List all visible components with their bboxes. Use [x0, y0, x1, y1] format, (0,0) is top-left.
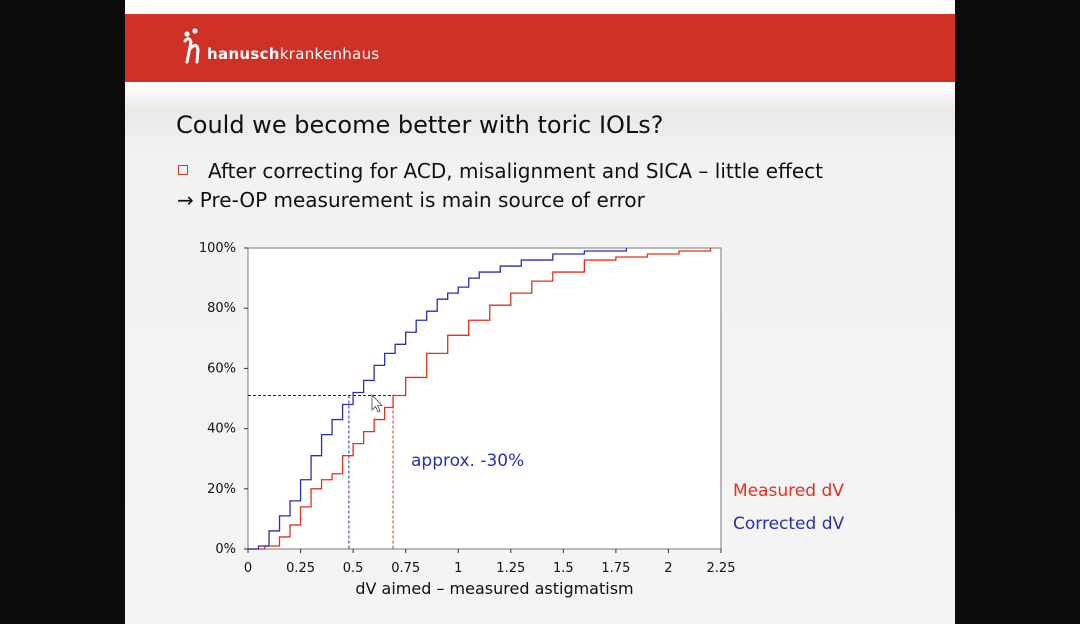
hospital-logo-text: hanuschkrankenhaus [207, 45, 380, 63]
y-tick-label: 60% [207, 361, 236, 376]
bullet-square-icon [178, 165, 188, 175]
series-line-corrected [248, 248, 628, 550]
legend-corrected: Corrected dV [733, 514, 845, 534]
hospital-logo-icon [183, 28, 200, 64]
x-tick-label: 1 [454, 561, 462, 576]
x-tick-label: 0.5 [343, 561, 364, 576]
x-tick-label: 0.25 [286, 561, 315, 576]
x-tick-label: 1.5 [553, 561, 574, 576]
x-tick-label: 1.75 [601, 561, 630, 576]
x-tick-label: 0 [244, 561, 252, 576]
x-axis-label: dV aimed – measured astigmatism [355, 579, 633, 598]
x-tick-label: 1.25 [496, 561, 525, 576]
legend-measured: Measured dV [733, 481, 844, 501]
y-tick-label: 80% [207, 301, 236, 316]
bullet-1-text: After correcting for ACD, misalignment a… [208, 159, 824, 183]
x-tick-label: 0.75 [391, 561, 420, 576]
plot-area [247, 247, 722, 550]
y-tick-label: 100% [199, 241, 236, 256]
x-tick-label: 2.25 [707, 561, 736, 576]
bullet-item-1: After correcting for ACD, misalignment a… [178, 159, 823, 183]
mouse-cursor-icon [371, 394, 383, 413]
y-tick-label: 40% [207, 422, 236, 437]
series-line-measured [248, 248, 712, 550]
x-tick-label: 2 [664, 561, 672, 576]
bullet-item-2: → Pre-OP measurement is main source of er… [177, 188, 645, 212]
y-tick-label: 20% [207, 482, 236, 497]
arrow-right-icon: → [177, 188, 194, 212]
header-bar: hanuschkrankenhaus [125, 14, 955, 82]
y-tick-label: 0% [215, 542, 236, 557]
bullet-2-text: Pre-OP measurement is main source of err… [199, 188, 645, 212]
annotation-approx: approx. -30% [411, 451, 524, 471]
slide-title: Could we become better with toric IOLs? [176, 111, 664, 139]
